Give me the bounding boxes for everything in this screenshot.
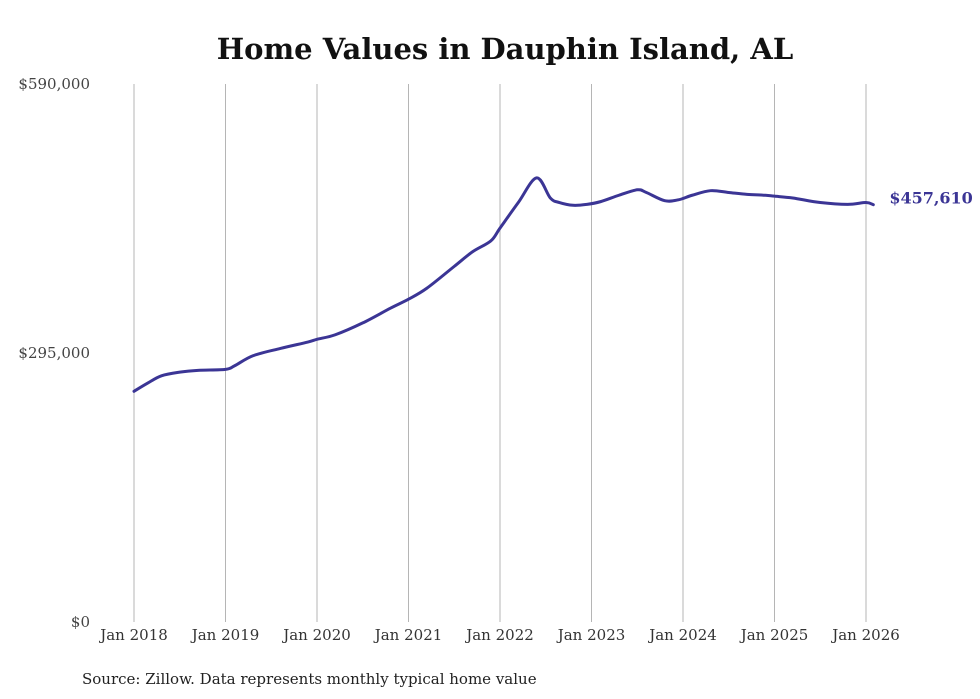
x-axis: Jan 2018 Jan 2019 Jan 2020 Jan 2021 Jan 2022… bbox=[98, 626, 900, 644]
x-tick-label: Jan 2024 bbox=[647, 626, 717, 644]
grid-layer bbox=[133, 84, 867, 622]
x-tick-label: Jan 2025 bbox=[739, 626, 809, 644]
x-tick-label: Jan 2021 bbox=[373, 626, 443, 644]
x-tick-label: Jan 2023 bbox=[556, 626, 626, 644]
y-axis: $0 $295,000 $590,000 bbox=[18, 75, 90, 631]
series-line bbox=[132, 176, 875, 393]
x-tick-label: Jan 2018 bbox=[98, 626, 168, 644]
x-tick-label: Jan 2020 bbox=[281, 626, 351, 644]
x-tick-label: Jan 2022 bbox=[464, 626, 534, 644]
y-tick-label: $295,000 bbox=[18, 344, 90, 362]
x-tick-label: Jan 2026 bbox=[830, 626, 900, 644]
y-tick-label: $0 bbox=[71, 613, 90, 631]
x-tick-label: Jan 2019 bbox=[190, 626, 260, 644]
y-tick-label: $590,000 bbox=[18, 75, 90, 93]
series-layer: $457,610 bbox=[132, 176, 973, 393]
chart-title: Home Values in Dauphin Island, AL bbox=[217, 32, 794, 66]
end-value-label: $457,610 bbox=[889, 189, 973, 208]
source-note: Source: Zillow. Data represents monthly … bbox=[82, 670, 537, 688]
